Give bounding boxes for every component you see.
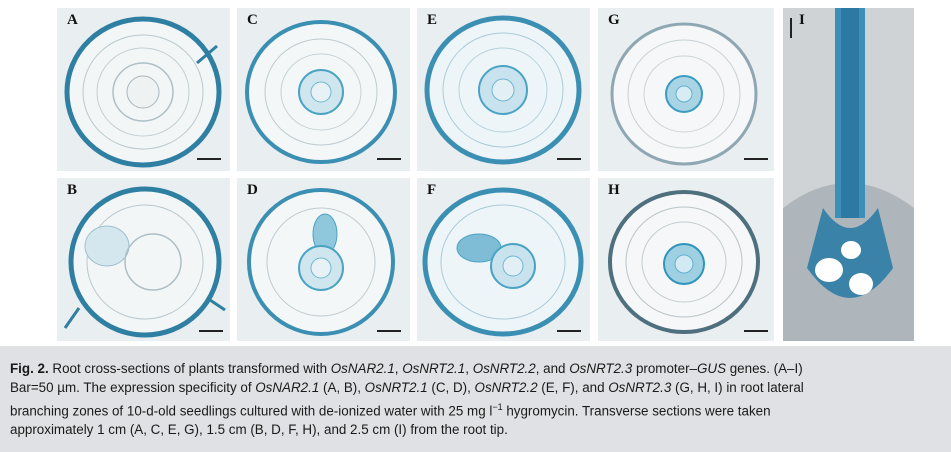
panel-label: G — [608, 12, 620, 28]
panel-label: A — [67, 12, 78, 28]
panel-e: E — [417, 8, 590, 171]
cross-section-image — [610, 22, 758, 166]
gene-name: OsNRT2.2 — [472, 361, 536, 376]
cross-section-image — [63, 186, 226, 338]
scale-bar — [557, 330, 581, 332]
panel-label: E — [427, 12, 438, 28]
figure-caption: Fig. 2. Root cross-sections of plants tr… — [0, 346, 951, 452]
panel-label: F — [427, 182, 437, 198]
scale-bar — [744, 330, 768, 332]
caption-text: , — [394, 361, 403, 376]
gene-name: OsNRT2.2 — [474, 379, 538, 395]
caption-line-3: branching zones of 10-d-old seedlings cu… — [10, 398, 941, 421]
gene-name: OsNRT2.1 — [364, 379, 428, 395]
figure-label: Fig. 2. — [10, 361, 49, 376]
cross-section-image — [422, 187, 584, 337]
caption-text: hygromycin. Transverse sections were tak… — [502, 403, 771, 419]
caption-text: branching zones of 10-d-old seedlings cu… — [10, 403, 493, 419]
caption-text: (A, B), — [319, 379, 365, 395]
panel-d: D — [237, 178, 410, 341]
scale-bar — [377, 330, 401, 332]
caption-line-4: approximately 1 cm (A, C, E, G), 1.5 cm … — [10, 421, 941, 440]
gene-name: OsNAR2.1 — [255, 379, 320, 395]
caption-text: (E, F), and — [537, 379, 609, 395]
gene-name: OsNRT2.3 — [569, 361, 633, 376]
gene-name: OsNRT2.3 — [608, 379, 672, 395]
panel-g: G — [598, 8, 774, 171]
caption-text: approximately 1 cm (A, C, E, G), 1.5 cm … — [10, 421, 508, 437]
caption-text: , — [465, 361, 473, 376]
panel-label: B — [67, 182, 78, 198]
panel-label: I — [799, 12, 805, 28]
superscript: −1 — [492, 401, 503, 412]
gene-name: OsNAR2.1 — [330, 361, 395, 376]
caption-text: , and — [535, 361, 570, 376]
panel-f: F — [417, 178, 590, 341]
caption-text: (C, D), — [427, 379, 475, 395]
panel-label: C — [247, 12, 258, 28]
caption-text: Root cross-sections of plants transforme… — [48, 361, 331, 376]
caption-text: promoter– — [632, 361, 697, 376]
cross-section-image — [64, 16, 222, 168]
caption-line-1: Fig. 2. Root cross-sections of plants tr… — [10, 360, 941, 379]
caption-text: genes. (A–I) — [726, 361, 803, 376]
cross-section-image — [247, 188, 395, 336]
panel-label: D — [247, 182, 258, 198]
gene-name: GUS — [696, 361, 727, 376]
panel-i: I — [783, 8, 914, 341]
cross-section-image — [245, 20, 397, 164]
caption-line-2: Bar=50 µm. The expression specificity of… — [10, 379, 941, 398]
scale-bar — [557, 158, 581, 160]
panel-c: C — [237, 8, 410, 171]
gene-name: OsNRT2.1 — [402, 361, 466, 376]
scale-bar — [197, 158, 221, 160]
panel-label: H — [608, 182, 620, 198]
panel-h: H — [598, 178, 774, 341]
cross-section-image — [608, 190, 760, 334]
panel-a: A — [57, 8, 230, 171]
scale-bar — [199, 330, 223, 332]
panel-b: B — [57, 178, 230, 341]
caption-text: Bar=50 µm. The expression specificity of — [10, 379, 256, 395]
scale-bar — [744, 158, 768, 160]
cross-section-image — [424, 15, 582, 165]
longitudinal-section-image — [783, 8, 914, 341]
caption-text: (G, H, I) in root lateral — [671, 379, 804, 395]
scale-bar — [377, 158, 401, 160]
